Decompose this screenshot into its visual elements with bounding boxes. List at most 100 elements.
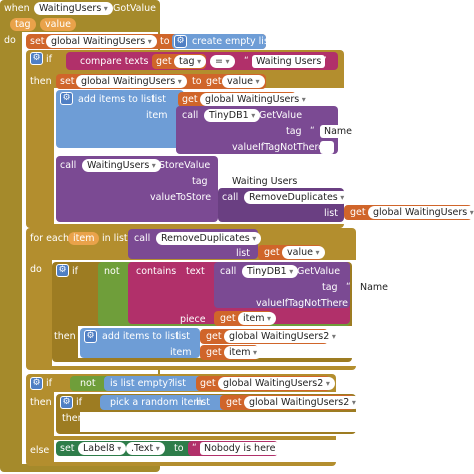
string-empty-1[interactable] bbox=[320, 141, 334, 154]
gear-icon[interactable]: ⚙ bbox=[30, 377, 43, 390]
string-waiting-users[interactable]: Waiting Users bbox=[252, 55, 326, 68]
foreach-list: list bbox=[236, 248, 250, 259]
get-label: get bbox=[156, 56, 172, 67]
event-param-value[interactable]: value bbox=[40, 18, 76, 31]
gear-icon[interactable]: ⚙ bbox=[60, 396, 73, 409]
event-do-label: do bbox=[4, 35, 16, 46]
quote-open: “ bbox=[346, 282, 351, 292]
call1-call: call bbox=[182, 110, 199, 121]
add1-item: item bbox=[146, 110, 168, 121]
gear-icon[interactable]: ⚙ bbox=[84, 330, 97, 343]
call2-ifnot: valueIfTagNotThere bbox=[256, 298, 349, 309]
set2-to: to bbox=[192, 76, 202, 87]
get-label: get bbox=[200, 378, 216, 389]
call2-component-dropdown[interactable]: TinyDB1 bbox=[242, 265, 299, 278]
label8-dropdown[interactable]: Label8 bbox=[78, 442, 127, 455]
event-param-tag[interactable]: tag bbox=[10, 18, 36, 31]
store-call: call bbox=[60, 160, 77, 171]
add-items-block-2[interactable] bbox=[80, 328, 200, 358]
call2-method: .GetValue bbox=[294, 266, 341, 277]
if2-then: then bbox=[54, 331, 76, 342]
get-tag-dropdown[interactable]: tag bbox=[174, 55, 207, 68]
foreach-label: for each bbox=[30, 233, 69, 244]
set2-var-dropdown[interactable]: global WaitingUsers bbox=[76, 75, 187, 88]
quote-open: “ bbox=[192, 443, 197, 453]
remove-duplicates-dropdown[interactable]: RemoveDuplicates bbox=[156, 232, 262, 245]
set1-var-dropdown[interactable]: global WaitingUsers bbox=[46, 35, 157, 48]
add2-label: add items to list bbox=[102, 331, 179, 342]
add1-label: add items to list bbox=[78, 94, 155, 105]
store-vts: valueToStore bbox=[150, 192, 212, 203]
store-method: .StoreValue bbox=[156, 160, 211, 171]
store-tag: tag bbox=[192, 176, 208, 187]
nested-if-then-slot bbox=[80, 412, 356, 432]
string-waiting-users-2[interactable]: Waiting Users bbox=[228, 175, 302, 188]
if3-then: then bbox=[30, 397, 52, 408]
gear-icon[interactable]: ⚙ bbox=[174, 35, 187, 48]
compare-texts-label: compare texts bbox=[80, 56, 149, 67]
create-empty-list-label: create empty list bbox=[192, 36, 273, 47]
get-global-dropdown[interactable]: global WaitingUsers2 bbox=[218, 377, 335, 390]
foreach-call: call bbox=[134, 233, 151, 244]
get-global-dropdown[interactable]: global WaitingUsers2 bbox=[244, 396, 361, 409]
foreach-item-var[interactable]: item bbox=[68, 232, 100, 245]
string-nobody-is-here[interactable]: Nobody is here bbox=[200, 442, 280, 455]
get-item-dropdown[interactable]: item bbox=[238, 312, 277, 325]
set2-value-dropdown[interactable]: value bbox=[222, 75, 265, 88]
foreach-inlist: in list bbox=[102, 233, 128, 244]
if2-not: not bbox=[104, 266, 120, 277]
quote-open: “ bbox=[218, 176, 223, 186]
gear-icon[interactable]: ⚙ bbox=[56, 264, 69, 277]
get-label: get bbox=[206, 347, 222, 358]
remove-duplicates-dropdown[interactable]: RemoveDuplicates bbox=[244, 191, 350, 204]
is-list-empty-label: is list empty? bbox=[110, 378, 174, 389]
event-component-dropdown[interactable]: WaitingUsers bbox=[34, 2, 113, 15]
pick-random-label: pick a random item bbox=[110, 397, 203, 408]
compare-op-dropdown[interactable]: = bbox=[210, 55, 235, 68]
get-global-dropdown[interactable]: global WaitingUsers bbox=[368, 206, 474, 219]
get-label: get bbox=[206, 331, 222, 342]
quote-close: ” bbox=[322, 56, 327, 66]
if3-list2: list bbox=[196, 397, 210, 408]
store-call2: call bbox=[222, 192, 239, 203]
call1-component-dropdown[interactable]: TinyDB1 bbox=[204, 109, 261, 122]
get-item-dropdown[interactable]: item bbox=[224, 346, 263, 359]
get-label: get bbox=[226, 397, 242, 408]
set2-label: set bbox=[60, 76, 75, 87]
add2-list: list bbox=[176, 331, 190, 342]
set3-to: to bbox=[174, 443, 184, 454]
gear-icon[interactable]: ⚙ bbox=[30, 52, 43, 65]
string-name-1[interactable]: Name bbox=[320, 125, 357, 138]
add2-item: item bbox=[170, 347, 192, 358]
if3-if: if bbox=[46, 378, 52, 389]
quote-open: “ bbox=[244, 56, 249, 66]
create-empty-list-block[interactable] bbox=[172, 34, 266, 49]
if3-else: else bbox=[30, 445, 50, 456]
gear-icon[interactable]: ⚙ bbox=[60, 92, 73, 105]
get-global-dropdown[interactable]: global WaitingUsers2 bbox=[224, 330, 341, 343]
contains-text: text bbox=[186, 266, 205, 277]
get-global-dropdown[interactable]: global WaitingUsers bbox=[200, 93, 311, 106]
get-label: get bbox=[182, 94, 198, 105]
if3-not: not bbox=[80, 378, 96, 389]
quote-open: “ bbox=[310, 126, 315, 136]
string-empty-2[interactable] bbox=[356, 297, 370, 310]
set2-get: get bbox=[206, 76, 222, 87]
if2-piece: piece bbox=[180, 314, 206, 325]
call2-tag: tag bbox=[322, 282, 338, 293]
if1-then: then bbox=[30, 76, 52, 87]
store-component-dropdown[interactable]: WaitingUsers bbox=[82, 159, 161, 172]
text-prop-dropdown[interactable]: .Text bbox=[126, 442, 165, 455]
get-label: get bbox=[220, 313, 236, 324]
if3-list: list bbox=[172, 378, 186, 389]
add1-list: list bbox=[152, 94, 166, 105]
get-label: get bbox=[264, 247, 280, 258]
set3-label: set bbox=[60, 443, 75, 454]
call1-method: .GetValue bbox=[256, 110, 303, 121]
string-name-2[interactable]: Name bbox=[356, 281, 393, 294]
if1-if: if bbox=[46, 54, 52, 65]
store-list: list bbox=[324, 208, 338, 219]
get-value-dropdown[interactable]: value bbox=[282, 246, 325, 259]
nested-if-if: if bbox=[76, 397, 82, 408]
add-items-block-1[interactable] bbox=[56, 90, 184, 148]
